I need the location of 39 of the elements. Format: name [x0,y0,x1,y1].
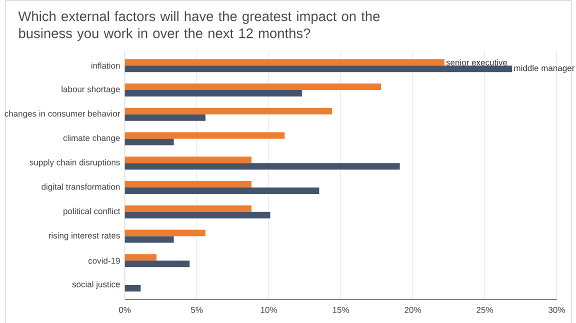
x-tick-label: 15% [332,306,349,313]
y-tick-label: labour shortage [62,86,120,94]
bar [124,236,174,242]
bar [124,83,382,90]
bar [124,138,174,145]
bar [124,90,302,96]
y-tick-label: climate change [63,134,120,142]
bar [124,65,512,72]
y-tick-label: changes in consumer behavior [4,110,120,118]
x-tick-label: 5% [191,306,203,313]
bar [124,162,400,170]
y-tick-label: supply chain disruptions [30,158,120,167]
x-tick-label: 25% [476,306,493,313]
bar [124,205,252,212]
y-tick-label: political conflict [64,208,120,216]
bar [124,132,285,139]
bar [124,230,206,236]
bar [124,284,141,292]
series-label: senior executive [446,59,508,66]
bar [124,108,332,114]
y-tick-label: social justice [72,280,120,289]
chart-title: Which external factors will have the greatest impact on the business you work in over the next 12 months? [18,10,380,41]
x-tick-label: 30% [548,306,565,313]
bar [124,254,157,260]
bar [124,212,270,218]
bar [124,187,320,194]
y-tick-label: inflation [91,62,120,68]
bar [124,260,190,267]
bar [124,114,206,121]
x-tick-label: 0% [119,306,131,313]
series-label: middle manager [514,64,575,73]
x-tick-label: 20% [404,306,421,313]
bar [124,156,252,163]
bar [124,58,444,66]
y-tick-label: digital transformation [42,183,120,192]
y-tick-label: rising interest rates [48,232,120,240]
x-tick-label: 10% [260,306,278,313]
y-tick-label: covid-19 [88,257,120,264]
bar [124,180,252,188]
